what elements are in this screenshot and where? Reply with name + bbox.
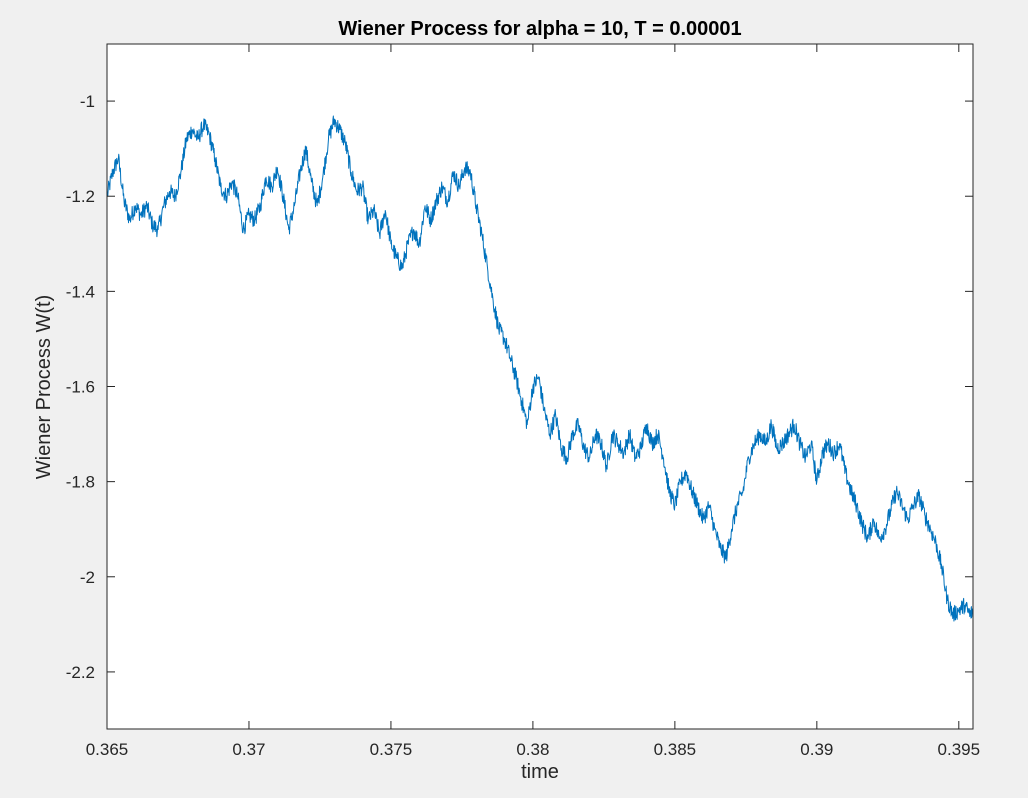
series-line xyxy=(106,115,974,622)
x-axis-ticks: 0.365 0.37 0.375 0.38 0.385 0.39 0.395 xyxy=(86,44,980,759)
y-axis-label: Wiener Process W(t) xyxy=(33,295,55,479)
y-tick-label: -1.6 xyxy=(66,378,95,397)
x-tick-label: 0.365 xyxy=(86,740,129,759)
y-tick-label: -1.4 xyxy=(66,282,95,301)
x-tick-label: 0.38 xyxy=(516,740,549,759)
y-axis-ticks: -1 -1.2 -1.4 -1.6 -1.8 -2 -2.2 xyxy=(66,92,973,682)
x-tick-label: 0.37 xyxy=(232,740,265,759)
chart-title: Wiener Process for alpha = 10, T = 0.000… xyxy=(338,18,741,40)
y-tick-label: -2 xyxy=(80,568,95,587)
y-tick-label: -1.2 xyxy=(66,187,95,206)
y-tick-label: -1.8 xyxy=(66,473,95,492)
y-tick-label: -1 xyxy=(80,92,95,111)
data-layer xyxy=(106,115,974,622)
x-tick-label: 0.385 xyxy=(654,740,697,759)
x-tick-label: 0.395 xyxy=(938,740,981,759)
x-axis-label: time xyxy=(521,761,559,783)
y-tick-label: -2.2 xyxy=(66,663,95,682)
x-tick-label: 0.375 xyxy=(370,740,413,759)
x-tick-label: 0.39 xyxy=(800,740,833,759)
